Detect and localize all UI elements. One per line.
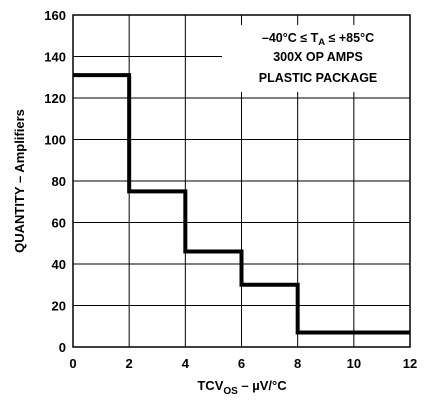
annotation-box [222,25,410,92]
y-tick-label-140: 140 [44,50,66,65]
y-tick-label-160: 160 [44,8,66,23]
y-tick-label-100: 100 [44,133,66,148]
x-axis-title-subscript: OS [223,386,238,397]
y-tick-label-120: 120 [44,91,66,106]
annotation-package: PLASTIC PACKAGE [259,71,378,85]
y-tick-label-20: 20 [52,299,66,314]
series [73,73,410,335]
x-tick-label-2: 2 [126,356,133,371]
x-axis-title-main: TCV [197,378,223,393]
x-axis-title-suffix: – µV/°C [238,378,287,393]
x-tick-labels: 0 2 4 6 8 10 12 [69,356,417,371]
y-tick-label-80: 80 [52,174,66,189]
y-tick-label-40: 40 [52,257,66,272]
annotation-temperature: –40°C ≤ TA ≤ +85°C [262,31,374,48]
x-tick-label-4: 4 [182,356,190,371]
x-axis-title: TCVOS – µV/°C [197,378,287,397]
plot-frame [72,14,411,348]
y-axis-title: QUANTITY – Amplifiers [12,109,27,253]
y-tick-labels: 0 20 40 60 80 100 120 140 160 [44,8,66,355]
x-tick-label-8: 8 [294,356,301,371]
step-series-line [73,73,410,335]
annotation-temp-sub: A [318,37,325,48]
annotation-op-amps: 300X OP AMPS [273,50,363,64]
x-tick-label-6: 6 [238,356,245,371]
y-tick-label-0: 0 [59,340,66,355]
y-tick-label-60: 60 [52,216,66,231]
x-tick-label-12: 12 [403,356,417,371]
annotation-temp-post: ≤ +85°C [325,31,374,45]
annotation-background [222,25,410,92]
x-tick-label-10: 10 [347,356,361,371]
x-tick-label-0: 0 [69,356,76,371]
annotation-temp-pre: –40°C ≤ T [262,31,319,45]
